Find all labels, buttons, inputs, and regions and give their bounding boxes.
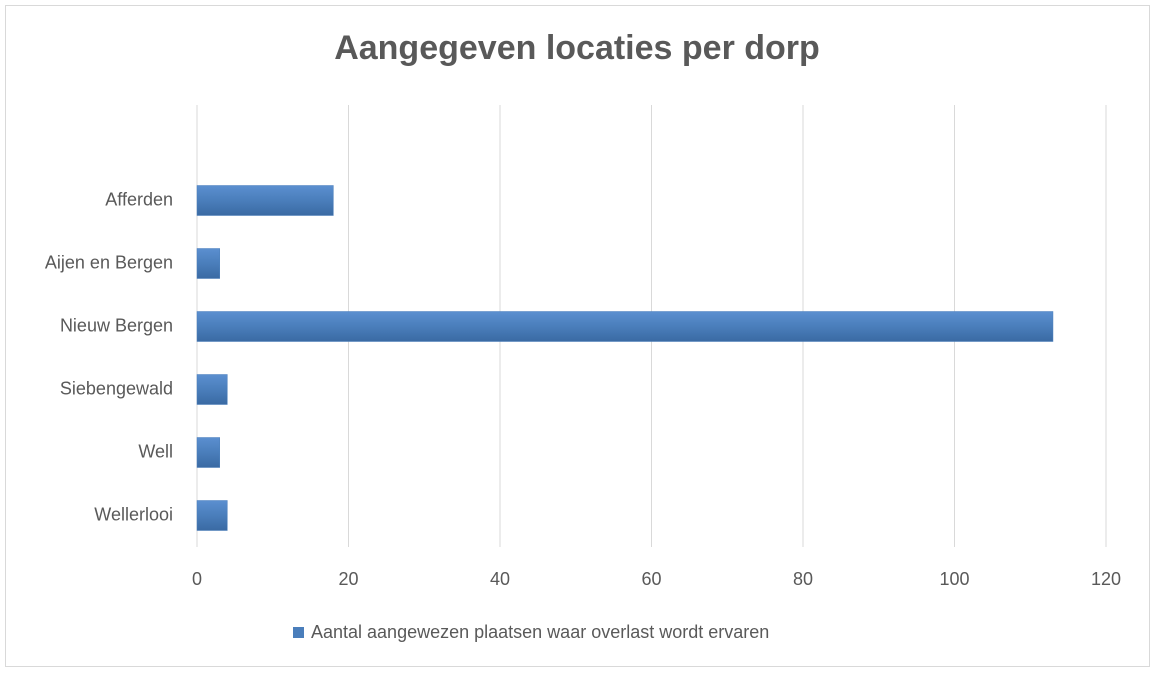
legend-swatch bbox=[293, 627, 304, 638]
legend-label: Aantal aangewezen plaatsen waar overlast… bbox=[311, 622, 769, 642]
chart-title: Aangegeven locaties per dorp bbox=[334, 29, 820, 67]
bar bbox=[196, 437, 220, 468]
y-tick-label: Wellerlooi bbox=[94, 504, 173, 524]
x-tick-label: 40 bbox=[490, 569, 510, 589]
x-tick-label: 0 bbox=[192, 569, 202, 589]
x-tick-label: 100 bbox=[939, 569, 969, 589]
bar bbox=[196, 185, 334, 216]
y-tick-label: Afferden bbox=[105, 189, 173, 209]
y-tick-label: Nieuw Bergen bbox=[60, 315, 173, 335]
bar bbox=[196, 311, 1054, 342]
bar bbox=[196, 248, 220, 279]
y-tick-label: Well bbox=[138, 441, 173, 461]
y-tick-label: Aijen en Bergen bbox=[45, 252, 173, 272]
bar bbox=[196, 374, 228, 405]
x-tick-label: 120 bbox=[1091, 569, 1121, 589]
y-tick-label: Siebengewald bbox=[60, 378, 173, 398]
x-tick-label: 60 bbox=[641, 569, 661, 589]
bar bbox=[196, 500, 228, 531]
x-tick-label: 80 bbox=[793, 569, 813, 589]
x-tick-label: 20 bbox=[338, 569, 358, 589]
